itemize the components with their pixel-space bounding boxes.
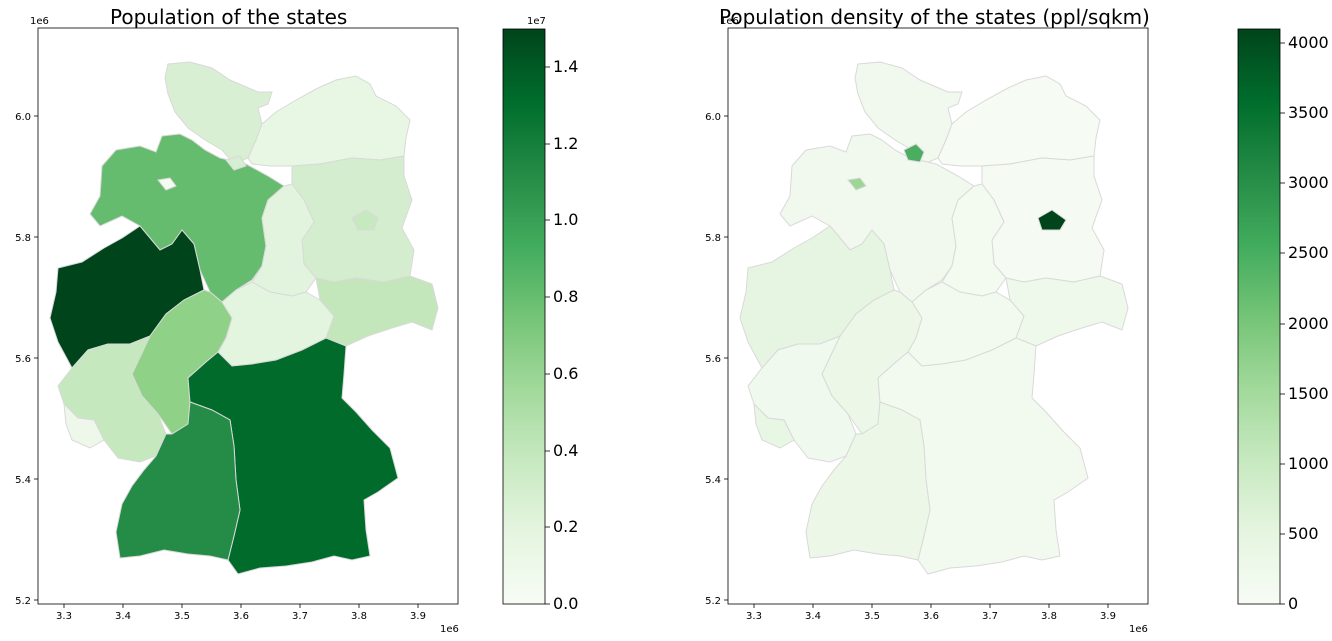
x-tick-label: 3.8 xyxy=(1041,611,1057,622)
colorbar-tick-label: 1500 xyxy=(1288,384,1329,403)
x-tick-label: 3.9 xyxy=(1100,611,1116,622)
colorbar-tick-label: 0 xyxy=(1288,594,1298,613)
y-axis-offset: 1e6 xyxy=(720,16,739,27)
state-baden-wurttemberg xyxy=(115,401,241,561)
state-mecklenburg-vorpommern xyxy=(247,75,411,167)
colorbar-tick-label: 0.6 xyxy=(553,364,578,383)
population-map-axes xyxy=(34,115,419,608)
colorbar-tick-label: 0.2 xyxy=(553,517,578,536)
x-tick-label: 3.6 xyxy=(923,611,939,622)
colorbar-tick-label: 500 xyxy=(1288,524,1319,543)
x-tick-label: 3.3 xyxy=(56,611,72,622)
colorbar-tick-label: 2500 xyxy=(1288,243,1329,262)
colorbar-tick-label: 3500 xyxy=(1288,103,1329,122)
x-tick-label: 3.5 xyxy=(174,611,190,622)
x-tick-label: 3.6 xyxy=(233,611,249,622)
colorbar-gradient xyxy=(502,28,546,605)
y-tick-label: 5.8 xyxy=(705,233,721,244)
x-tick-label: 3.8 xyxy=(351,611,367,622)
state-berlin xyxy=(1037,209,1067,231)
state-saxony xyxy=(315,275,439,347)
y-tick-label: 6.0 xyxy=(15,112,31,123)
y-tick-label: 5.2 xyxy=(705,596,721,607)
colorbar-tick-label: 0.8 xyxy=(553,287,578,306)
colorbar-tick-label: 1000 xyxy=(1288,454,1329,473)
x-axis-offset: 1e6 xyxy=(1129,624,1148,635)
density-colorbar: 0 500 1000 1500 2000 2500 3000 3500 4000 xyxy=(1237,28,1329,613)
x-tick-label: 3.9 xyxy=(410,611,426,622)
y-tick-label: 5.8 xyxy=(15,233,31,244)
y-tick-label: 5.6 xyxy=(705,354,721,365)
population-map-y-tick-labels: 6.0 5.8 5.6 5.4 5.2 xyxy=(15,112,31,607)
y-tick-label: 5.4 xyxy=(705,475,721,486)
state-berlin xyxy=(351,209,379,231)
x-tick-label: 3.7 xyxy=(292,611,308,622)
x-axis-offset: 1e6 xyxy=(440,624,459,635)
x-tick-label: 3.5 xyxy=(864,611,880,622)
y-tick-label: 6.0 xyxy=(705,112,721,123)
y-tick-label: 5.4 xyxy=(15,475,31,486)
y-axis-offset: 1e6 xyxy=(30,16,49,27)
map-title-population: Population of the states xyxy=(110,5,348,29)
state-hamburg xyxy=(225,155,247,171)
density-map-y-tick-labels: 6.0 5.8 5.6 5.4 5.2 xyxy=(705,112,721,607)
state-saxony xyxy=(1005,275,1129,347)
colorbar-tick-label: 1.0 xyxy=(553,210,578,229)
state-mecklenburg-vorpommern xyxy=(937,75,1101,167)
colorbar-tick-label: 1.2 xyxy=(553,134,578,153)
density-map xyxy=(727,27,1149,605)
colorbar-tick-label: 1.4 xyxy=(553,57,578,76)
x-tick-label: 3.4 xyxy=(115,611,131,622)
colorbar-tick-label: 0.0 xyxy=(553,594,578,613)
colorbar-offset: 1e7 xyxy=(527,16,546,27)
y-tick-label: 5.6 xyxy=(15,354,31,365)
colorbar-gradient xyxy=(1237,28,1281,605)
x-tick-label: 3.7 xyxy=(982,611,998,622)
colorbar-tick-label: 4000 xyxy=(1288,33,1329,52)
density-map-axes xyxy=(724,115,1109,608)
state-hamburg xyxy=(903,143,925,163)
x-tick-label: 3.4 xyxy=(805,611,821,622)
state-bremen xyxy=(157,177,177,191)
state-saarland xyxy=(753,402,795,449)
state-baden-wurttemberg xyxy=(805,401,931,561)
map-title-density: Population density of the states (ppl/sq… xyxy=(719,5,1150,29)
colorbar-tick-label: 2000 xyxy=(1288,314,1329,333)
x-tick-label: 3.3 xyxy=(746,611,762,622)
state-saarland xyxy=(63,402,105,449)
population-colorbar: 0.0 0.2 0.4 0.6 0.8 1.0 1.2 1.4 1e7 xyxy=(502,16,578,613)
y-tick-label: 5.2 xyxy=(15,596,31,607)
state-bremen xyxy=(847,177,867,191)
population-map xyxy=(37,27,459,605)
population-map-x-tick-labels: 3.3 3.4 3.5 3.6 3.7 3.8 3.9 xyxy=(56,611,426,622)
density-map-x-tick-labels: 3.3 3.4 3.5 3.6 3.7 3.8 3.9 xyxy=(746,611,1116,622)
colorbar-tick-label: 3000 xyxy=(1288,173,1329,192)
colorbar-tick-label: 0.4 xyxy=(553,441,578,460)
